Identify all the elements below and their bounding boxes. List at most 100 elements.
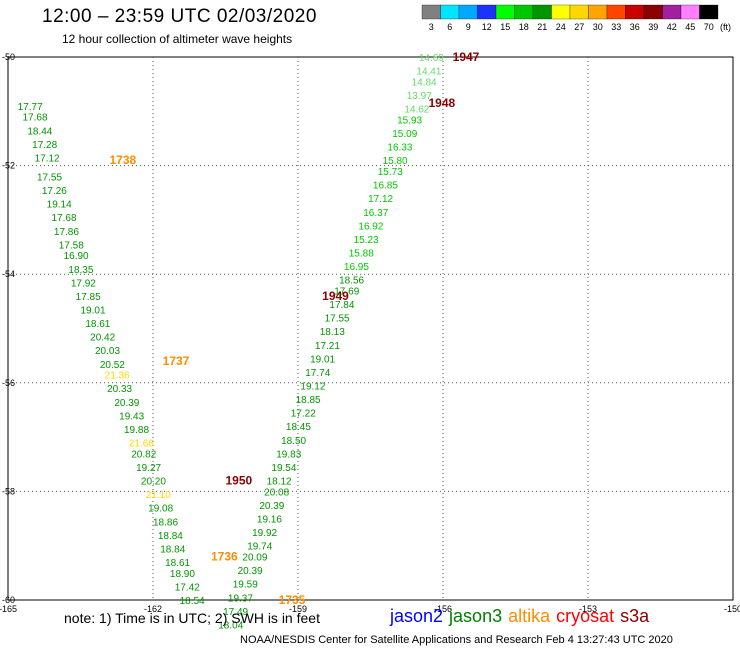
wave-height-label: 17.68 bbox=[52, 213, 77, 224]
wave-height-label: 19.92 bbox=[252, 528, 277, 539]
colorbar-swatch bbox=[458, 4, 478, 20]
x-tick-label: -150 bbox=[724, 604, 740, 614]
colorbar-label: 12 bbox=[482, 22, 492, 32]
colorbar-label: 24 bbox=[556, 22, 566, 32]
legend-jason3: jason3 bbox=[449, 606, 503, 626]
wave-height-label: 18.54 bbox=[180, 596, 205, 607]
colorbar-swatch bbox=[440, 4, 460, 20]
wave-height-label: 16.85 bbox=[373, 181, 398, 192]
wave-height-label: 19.12 bbox=[300, 382, 325, 393]
colorbar-label: 15 bbox=[500, 22, 510, 32]
x-tick-label: -165 bbox=[0, 604, 17, 614]
wave-height-label: 20.39 bbox=[238, 566, 263, 577]
legend-jason2: jason2 bbox=[390, 606, 444, 626]
colorbar-label: 39 bbox=[648, 22, 658, 32]
wave-height-label: 18.12 bbox=[267, 477, 292, 488]
wave-height-label: 19.27 bbox=[136, 463, 161, 474]
colorbar-swatch bbox=[606, 4, 626, 20]
wave-height-label: 20.39 bbox=[259, 501, 284, 512]
wave-height-label: 16.37 bbox=[363, 208, 388, 219]
colorbar-swatch bbox=[569, 4, 589, 20]
wave-height-label: 19.01 bbox=[310, 354, 335, 365]
wave-height-label: 17.58 bbox=[59, 240, 84, 251]
wave-height-label: 16.92 bbox=[358, 221, 383, 232]
colorbar-label: 42 bbox=[667, 22, 677, 32]
track-time-label: 1950 bbox=[226, 474, 253, 488]
wave-height-label: 18.35 bbox=[68, 265, 93, 276]
wave-height-label: 18.13 bbox=[320, 327, 345, 338]
wave-height-label: 15.93 bbox=[397, 115, 422, 126]
wave-height-label: 21.10 bbox=[146, 490, 171, 501]
colorbar-swatch bbox=[588, 4, 608, 20]
wave-height-label: 16.33 bbox=[387, 143, 412, 154]
x-tick-label: -153 bbox=[579, 604, 597, 614]
wave-height-label: 19.37 bbox=[228, 593, 253, 604]
wave-height-label: 19.74 bbox=[247, 542, 272, 553]
y-tick-label: -60 bbox=[2, 595, 15, 605]
colorbar-label: 9 bbox=[466, 22, 471, 32]
colorbar-swatch bbox=[625, 4, 645, 20]
wave-height-label: 20.08 bbox=[264, 487, 289, 498]
colorbar-label: 3 bbox=[429, 22, 434, 32]
wave-height-label: 18.84 bbox=[158, 531, 183, 542]
wave-height-label: 15.09 bbox=[392, 129, 417, 140]
colorbar-label: 6 bbox=[447, 22, 452, 32]
wave-height-label: 18.84 bbox=[160, 544, 185, 555]
wave-height-label: 17.26 bbox=[42, 186, 67, 197]
colorbar-label: 33 bbox=[611, 22, 621, 32]
chart-subtitle: 12 hour collection of altimeter wave hei… bbox=[62, 32, 293, 46]
colorbar-label: 27 bbox=[574, 22, 584, 32]
y-tick-label: -58 bbox=[2, 486, 15, 496]
y-tick-label: -52 bbox=[2, 161, 15, 171]
colorbar-unit: (ft) bbox=[720, 22, 731, 32]
wave-height-label: 20.03 bbox=[95, 346, 120, 357]
wave-height-label: 19.59 bbox=[233, 580, 258, 591]
wave-height-label: 18.85 bbox=[296, 395, 321, 406]
wave-height-label: 18.04 bbox=[218, 620, 243, 631]
track-time-label: 1738 bbox=[110, 153, 137, 167]
wave-height-label: 19.83 bbox=[276, 449, 301, 460]
plot-frame bbox=[7, 56, 734, 601]
wave-height-label: 17.86 bbox=[54, 227, 79, 238]
wave-height-label: 17.12 bbox=[368, 194, 393, 205]
wave-height-label: 15.73 bbox=[378, 167, 403, 178]
track-time-label: 1735 bbox=[279, 593, 306, 607]
wave-height-label: 15.88 bbox=[349, 248, 374, 259]
colorbar-swatch bbox=[495, 4, 515, 20]
wave-height-label: 19.43 bbox=[119, 411, 144, 422]
wave-height-label: 18.44 bbox=[27, 126, 52, 137]
colorbar-swatch bbox=[699, 4, 719, 20]
wave-height-label: 20.09 bbox=[242, 553, 267, 564]
chart-title: 12:00 – 23:59 UTC 02/03/2020 bbox=[42, 6, 317, 27]
wave-height-label: 20.33 bbox=[107, 384, 132, 395]
wave-height-label: 14.84 bbox=[412, 77, 437, 88]
track-time-label: 1947 bbox=[453, 50, 480, 64]
track-time-label: 1736 bbox=[211, 550, 238, 564]
wave-height-label: 17.42 bbox=[175, 582, 200, 593]
colorbar-label: 21 bbox=[537, 22, 547, 32]
wave-height-label: 19.88 bbox=[124, 425, 149, 436]
wave-height-label: 20.42 bbox=[90, 333, 115, 344]
wave-height-label: 16.95 bbox=[344, 262, 369, 273]
wave-height-label: 18.86 bbox=[153, 517, 178, 528]
wave-height-label: 17.77 bbox=[18, 102, 43, 113]
wave-height-label: 17.74 bbox=[305, 368, 330, 379]
y-tick-label: -54 bbox=[2, 269, 15, 279]
wave-height-label: 17.49 bbox=[223, 607, 248, 618]
wave-height-label: 19.08 bbox=[148, 504, 173, 515]
wave-height-label: 15.80 bbox=[383, 156, 408, 167]
wave-height-label: 17.85 bbox=[76, 292, 101, 303]
colorbar-label: 45 bbox=[685, 22, 695, 32]
x-tick-label: -162 bbox=[144, 604, 162, 614]
wave-height-label: 19.14 bbox=[47, 200, 72, 211]
wave-height-label: 17.12 bbox=[35, 153, 60, 164]
wave-height-label: 17.92 bbox=[71, 278, 96, 289]
colorbar-label: 36 bbox=[630, 22, 640, 32]
wave-height-label: 19.16 bbox=[257, 515, 282, 526]
colorbar-swatch bbox=[662, 4, 682, 20]
wave-height-label: 18.90 bbox=[170, 569, 195, 580]
footer-credit: NOAA/NESDIS Center for Satellite Applica… bbox=[240, 634, 673, 646]
wave-height-label: 19.01 bbox=[81, 305, 106, 316]
wave-height-label: 17.21 bbox=[315, 341, 340, 352]
track-time-label: 1948 bbox=[429, 96, 456, 110]
